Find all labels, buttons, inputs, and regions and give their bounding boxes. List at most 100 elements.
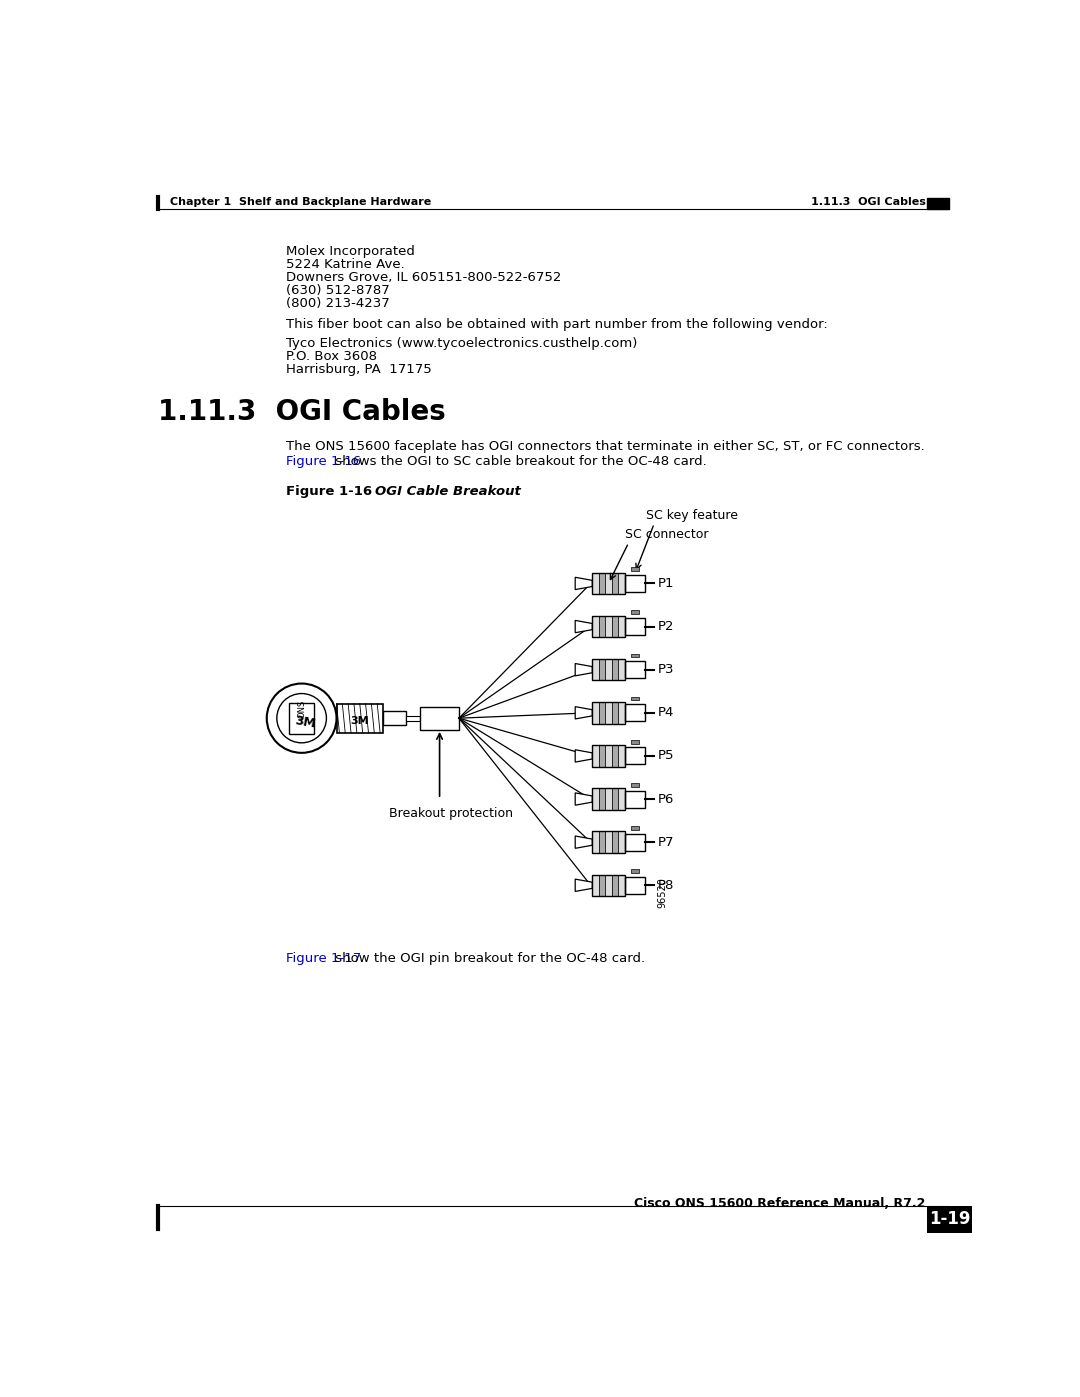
Bar <box>383 711 406 725</box>
Polygon shape <box>576 707 592 719</box>
Bar <box>631 654 638 658</box>
Text: (630) 512-8787: (630) 512-8787 <box>286 284 390 298</box>
Bar <box>611 788 618 810</box>
Text: Cisco ONS 15600 Reference Manual, R7.2: Cisco ONS 15600 Reference Manual, R7.2 <box>634 1197 926 1210</box>
Text: Breakout protection: Breakout protection <box>389 806 513 820</box>
Bar <box>631 826 638 830</box>
Bar <box>631 869 638 873</box>
Bar <box>611 616 618 637</box>
Polygon shape <box>576 620 592 633</box>
Bar <box>618 788 625 810</box>
Bar <box>406 715 420 721</box>
Bar <box>289 703 314 733</box>
Bar <box>592 659 598 680</box>
Text: 3M: 3M <box>294 714 316 731</box>
Bar <box>618 573 625 594</box>
Text: P4: P4 <box>658 707 674 719</box>
Bar <box>618 659 625 680</box>
Bar <box>592 573 598 594</box>
Text: P3: P3 <box>658 664 674 676</box>
Bar <box>598 831 605 854</box>
Bar <box>592 831 598 854</box>
Bar <box>592 745 625 767</box>
Bar <box>592 573 625 594</box>
Bar <box>337 704 383 733</box>
Text: ONS: ONS <box>297 700 306 718</box>
Bar <box>631 782 638 787</box>
Bar <box>592 788 625 810</box>
Text: 3M: 3M <box>350 715 369 725</box>
Text: Harrisburg, PA  17175: Harrisburg, PA 17175 <box>286 363 432 376</box>
Bar <box>631 697 638 700</box>
Text: Figure 1-16: Figure 1-16 <box>286 455 361 468</box>
Bar <box>631 610 638 615</box>
Polygon shape <box>576 577 592 590</box>
Bar <box>611 659 618 680</box>
Bar <box>605 703 611 724</box>
Bar <box>605 745 611 767</box>
Bar <box>605 659 611 680</box>
Bar <box>618 831 625 854</box>
Text: Figure 1-17: Figure 1-17 <box>286 951 362 964</box>
Text: (800) 213-4237: (800) 213-4237 <box>286 298 390 310</box>
Bar <box>605 831 611 854</box>
Bar <box>592 703 625 724</box>
Bar <box>927 198 948 210</box>
Text: Molex Incorporated: Molex Incorporated <box>286 244 415 257</box>
Text: This fiber boot can also be obtained with part number from the following vendor:: This fiber boot can also be obtained wit… <box>286 317 828 331</box>
Text: P1: P1 <box>658 577 674 590</box>
Bar <box>605 788 611 810</box>
Bar <box>592 703 598 724</box>
Text: 1-19: 1-19 <box>929 1210 970 1228</box>
Bar <box>592 616 598 637</box>
Bar <box>625 834 645 851</box>
Bar <box>420 707 459 729</box>
Bar <box>598 875 605 895</box>
Polygon shape <box>576 793 592 805</box>
Bar <box>605 616 611 637</box>
Bar <box>625 704 645 721</box>
Bar <box>618 703 625 724</box>
Text: SC connector: SC connector <box>625 528 708 541</box>
Text: 5224 Katrine Ave.: 5224 Katrine Ave. <box>286 257 405 271</box>
Text: P5: P5 <box>658 749 674 763</box>
Text: shows the OGI to SC cable breakout for the OC-48 card.: shows the OGI to SC cable breakout for t… <box>332 455 706 468</box>
Bar <box>625 877 645 894</box>
Bar <box>618 616 625 637</box>
Text: Figure 1-16: Figure 1-16 <box>286 485 373 497</box>
Bar <box>611 875 618 895</box>
Text: P8: P8 <box>658 879 674 891</box>
Bar <box>618 745 625 767</box>
Polygon shape <box>576 750 592 763</box>
Bar <box>598 745 605 767</box>
Polygon shape <box>576 664 592 676</box>
Bar <box>618 875 625 895</box>
Bar <box>611 745 618 767</box>
Bar <box>625 747 645 764</box>
Text: P2: P2 <box>658 620 674 633</box>
Bar <box>598 659 605 680</box>
Text: Chapter 1  Shelf and Backplane Hardware: Chapter 1 Shelf and Backplane Hardware <box>170 197 431 207</box>
Bar <box>598 573 605 594</box>
Bar <box>605 573 611 594</box>
Text: 96520: 96520 <box>658 877 667 908</box>
Bar <box>592 788 598 810</box>
Bar <box>592 831 625 854</box>
Bar <box>611 573 618 594</box>
Text: Downers Grove, IL 605151-800-522-6752: Downers Grove, IL 605151-800-522-6752 <box>286 271 562 284</box>
Bar <box>592 875 598 895</box>
Text: 1.11.3  OGI Cables: 1.11.3 OGI Cables <box>811 197 926 207</box>
Text: show the OGI pin breakout for the OC-48 card.: show the OGI pin breakout for the OC-48 … <box>332 951 645 964</box>
Bar <box>927 1207 972 1232</box>
Bar <box>611 831 618 854</box>
Bar <box>598 703 605 724</box>
Polygon shape <box>576 879 592 891</box>
Bar <box>598 616 605 637</box>
Bar <box>631 567 638 571</box>
Text: P7: P7 <box>658 835 674 848</box>
Bar <box>631 740 638 743</box>
Polygon shape <box>576 835 592 848</box>
Bar <box>611 703 618 724</box>
Bar <box>625 617 645 636</box>
Bar <box>625 576 645 592</box>
